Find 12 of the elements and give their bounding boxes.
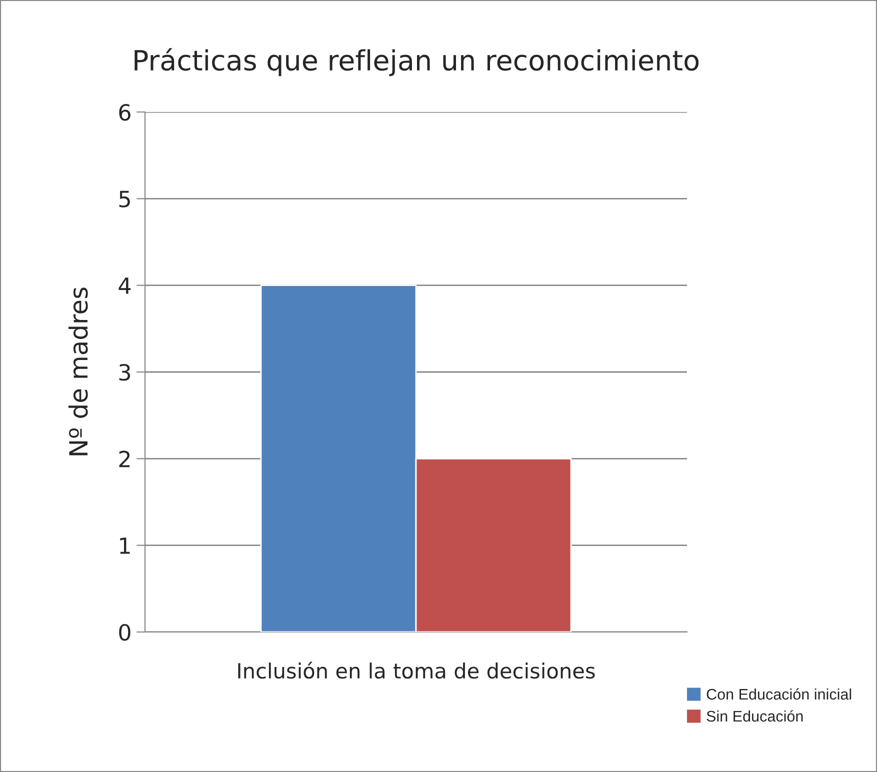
legend-label: Sin Educación xyxy=(706,710,803,722)
y-tick-label: 1 xyxy=(120,538,130,554)
y-tick-label: 6 xyxy=(119,104,130,121)
y-tick-label: 2 xyxy=(119,450,130,468)
y-tick-label: 4 xyxy=(118,278,131,294)
chart-title: Prácticas que reflejan un reconocimiento xyxy=(134,48,699,76)
legend-label: Con Educación inicial xyxy=(706,688,852,700)
y-tick-label: 3 xyxy=(119,364,130,381)
y-tick-label: 0 xyxy=(119,624,130,641)
y-axis-title: Nº de madres xyxy=(68,288,88,456)
x-tick-label: Inclusión en la toma de decisiones xyxy=(238,662,595,679)
y-tick-label: 5 xyxy=(119,190,130,208)
